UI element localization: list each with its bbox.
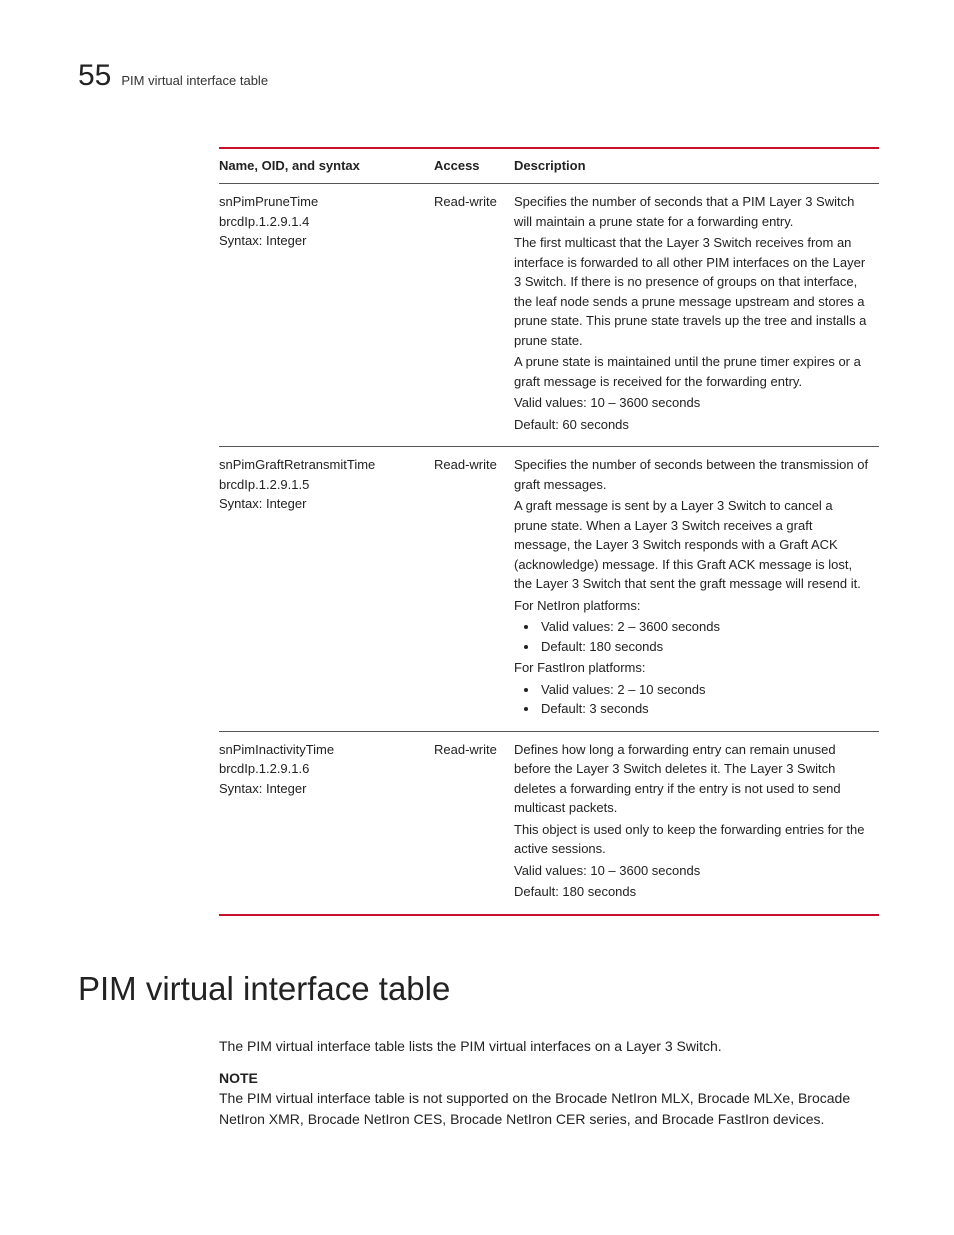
column-header-description: Description <box>514 148 879 184</box>
cell-name: snPimPruneTime brcdIp.1.2.9.1.4 Syntax: … <box>219 184 434 447</box>
list-item: Default: 180 seconds <box>539 637 869 657</box>
list-item: Valid values: 2 – 10 seconds <box>539 680 869 700</box>
desc-line: Default: 60 seconds <box>514 415 869 435</box>
cell-access: Read-write <box>434 184 514 447</box>
object-syntax: Syntax: Integer <box>219 779 424 799</box>
object-oid: brcdIp.1.2.9.1.5 <box>219 475 424 495</box>
note-label: NOTE <box>219 1068 876 1088</box>
section-heading: PIM virtual interface table <box>78 966 876 1012</box>
column-header-name: Name, OID, and syntax <box>219 148 434 184</box>
bullet-list: Valid values: 2 – 3600 seconds Default: … <box>514 617 869 656</box>
object-oid: brcdIp.1.2.9.1.6 <box>219 759 424 779</box>
cell-description: Specifies the number of seconds that a P… <box>514 184 879 447</box>
mib-reference-table: Name, OID, and syntax Access Description… <box>219 147 879 916</box>
object-name: snPimInactivityTime <box>219 740 424 760</box>
object-name: snPimPruneTime <box>219 192 424 212</box>
desc-line: This object is used only to keep the for… <box>514 820 869 859</box>
cell-description: Specifies the number of seconds between … <box>514 447 879 732</box>
table-row: snPimInactivityTime brcdIp.1.2.9.1.6 Syn… <box>219 731 879 915</box>
list-item: Valid values: 2 – 3600 seconds <box>539 617 869 637</box>
note-paragraph: The PIM virtual interface table is not s… <box>219 1088 876 1129</box>
running-header: 55 PIM virtual interface table <box>78 55 876 97</box>
cell-access: Read-write <box>434 447 514 732</box>
intro-paragraph: The PIM virtual interface table lists th… <box>219 1036 876 1056</box>
desc-line: For NetIron platforms: <box>514 596 869 616</box>
desc-line: Valid values: 10 – 3600 seconds <box>514 393 869 413</box>
table-row: snPimPruneTime brcdIp.1.2.9.1.4 Syntax: … <box>219 184 879 447</box>
object-name: snPimGraftRetransmitTime <box>219 455 424 475</box>
desc-line: A prune state is maintained until the pr… <box>514 352 869 391</box>
object-syntax: Syntax: Integer <box>219 494 424 514</box>
desc-line: Specifies the number of seconds that a P… <box>514 192 869 231</box>
column-header-access: Access <box>434 148 514 184</box>
desc-line: Valid values: 10 – 3600 seconds <box>514 861 869 881</box>
object-oid: brcdIp.1.2.9.1.4 <box>219 212 424 232</box>
bullet-list: Valid values: 2 – 10 seconds Default: 3 … <box>514 680 869 719</box>
desc-line: Defines how long a forwarding entry can … <box>514 740 869 818</box>
cell-access: Read-write <box>434 731 514 915</box>
table-header-row: Name, OID, and syntax Access Description <box>219 148 879 184</box>
desc-line: The first multicast that the Layer 3 Swi… <box>514 233 869 350</box>
desc-line: For FastIron platforms: <box>514 658 869 678</box>
section-body: The PIM virtual interface table lists th… <box>219 1036 876 1129</box>
chapter-number: 55 <box>78 55 111 97</box>
cell-name: snPimInactivityTime brcdIp.1.2.9.1.6 Syn… <box>219 731 434 915</box>
header-title: PIM virtual interface table <box>121 72 268 90</box>
table-row: snPimGraftRetransmitTime brcdIp.1.2.9.1.… <box>219 447 879 732</box>
desc-line: A graft message is sent by a Layer 3 Swi… <box>514 496 869 594</box>
desc-line: Specifies the number of seconds between … <box>514 455 869 494</box>
cell-description: Defines how long a forwarding entry can … <box>514 731 879 915</box>
desc-line: Default: 180 seconds <box>514 882 869 902</box>
object-syntax: Syntax: Integer <box>219 231 424 251</box>
cell-name: snPimGraftRetransmitTime brcdIp.1.2.9.1.… <box>219 447 434 732</box>
list-item: Default: 3 seconds <box>539 699 869 719</box>
